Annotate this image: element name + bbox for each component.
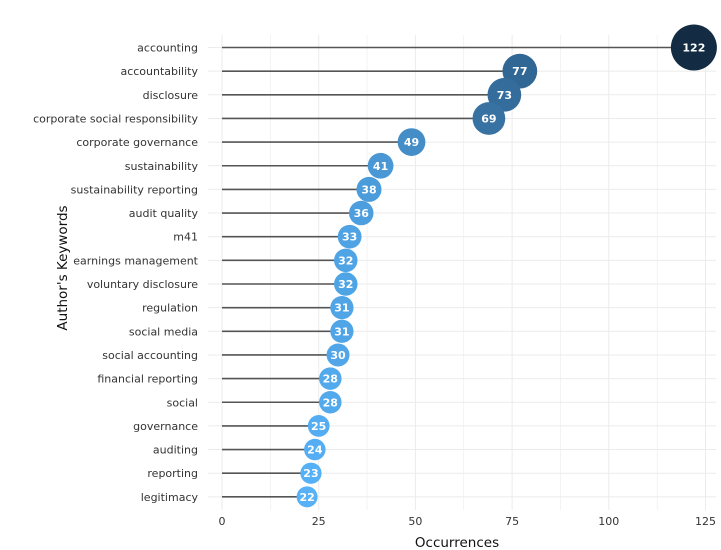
y-axis-title: Author's Keywords [55,205,71,330]
y-tick-label: auditing [153,444,198,457]
y-tick-label: sustainability [125,160,199,173]
lollipop-bubble [326,343,350,367]
x-tick-label: 25 [312,515,326,528]
stems [222,46,694,498]
x-tick-label: 50 [408,515,422,528]
lollipop-bubble [670,24,717,71]
y-tick-label: sustainability reporting [71,183,198,196]
lollipop-bubble [348,200,374,226]
y-tick-label: financial reporting [97,373,198,386]
y-tick-label: voluntary disclosure [87,278,198,291]
bubble-value-label: 30 [330,349,346,362]
bubble-value-label: 33 [342,231,357,244]
bubble-value-label: 36 [354,207,370,220]
bubble-value-label: 31 [334,302,349,315]
y-tick-label: disclosure [143,89,199,102]
x-tick-labels: 0 25 50 75 100 125 [219,515,717,528]
bubble-value-label: 49 [404,136,419,149]
bubble-value-label: 24 [307,444,323,457]
y-tick-label: social accounting [102,349,198,362]
lollipop-bubble [330,319,354,343]
y-tick-label: corporate social responsibility [33,112,198,125]
bubble-value-label: 41 [373,160,388,173]
lollipop-bubble [334,248,358,273]
bubble-value-label: 22 [299,491,314,504]
lollipop-bubble [296,486,318,508]
lollipop-bubble [319,367,342,390]
grid-lines [208,35,716,510]
lollipop-bubble [367,152,394,179]
lollipop-bubble [334,272,358,296]
y-tick-label: accounting [137,42,198,55]
lollipop-bubble [337,224,362,249]
bubble-value-label: 28 [323,396,338,409]
lollipop-bubble [487,77,522,112]
y-tick-label: audit quality [129,207,199,220]
lollipop-bubble [307,415,330,437]
bubble-value-label: 25 [311,420,326,433]
y-tick-label: reporting [147,467,198,480]
lollipop-bubble [356,176,382,202]
y-tick-label: m41 [173,231,198,244]
y-tick-label: regulation [142,302,198,315]
y-tick-label: earnings management [73,254,198,267]
x-tick-label: 75 [505,515,519,528]
bubble-value-label: 31 [334,325,349,338]
lollipop-bubble [304,438,326,461]
bubble-value-label: 69 [481,112,496,125]
lollipop-bubble [319,391,342,414]
bubble-value-label: 38 [361,183,376,196]
y-tick-label: accountability [120,65,198,78]
x-tick-label: 125 [695,515,716,528]
x-tick-label: 0 [219,515,226,528]
bubble-value-label: 28 [323,373,338,386]
x-tick-label: 100 [598,515,619,528]
bubble-value-label: 32 [338,278,353,291]
y-tick-label: legitimacy [141,491,199,504]
bubble-value-label: 23 [303,467,318,480]
y-tick-label: social media [129,325,198,338]
lollipop-bubble [300,462,322,484]
lollipop-bubble [330,296,354,320]
y-tick-label: corporate governance [76,136,198,149]
x-axis-title: Occurrences [415,535,499,550]
lollipop-bubble [397,128,426,156]
lollipop-bubble [472,102,506,135]
y-tick-label: social [167,396,198,409]
bubble-value-label: 73 [497,89,512,102]
bubble-value-label: 77 [512,65,527,78]
y-tick-labels: accounting accountability disclosure corpor… [33,42,199,504]
y-tick-label: governance [133,420,198,433]
bubble-value-label: 32 [338,254,353,267]
bubble-value-label: 122 [682,42,705,55]
